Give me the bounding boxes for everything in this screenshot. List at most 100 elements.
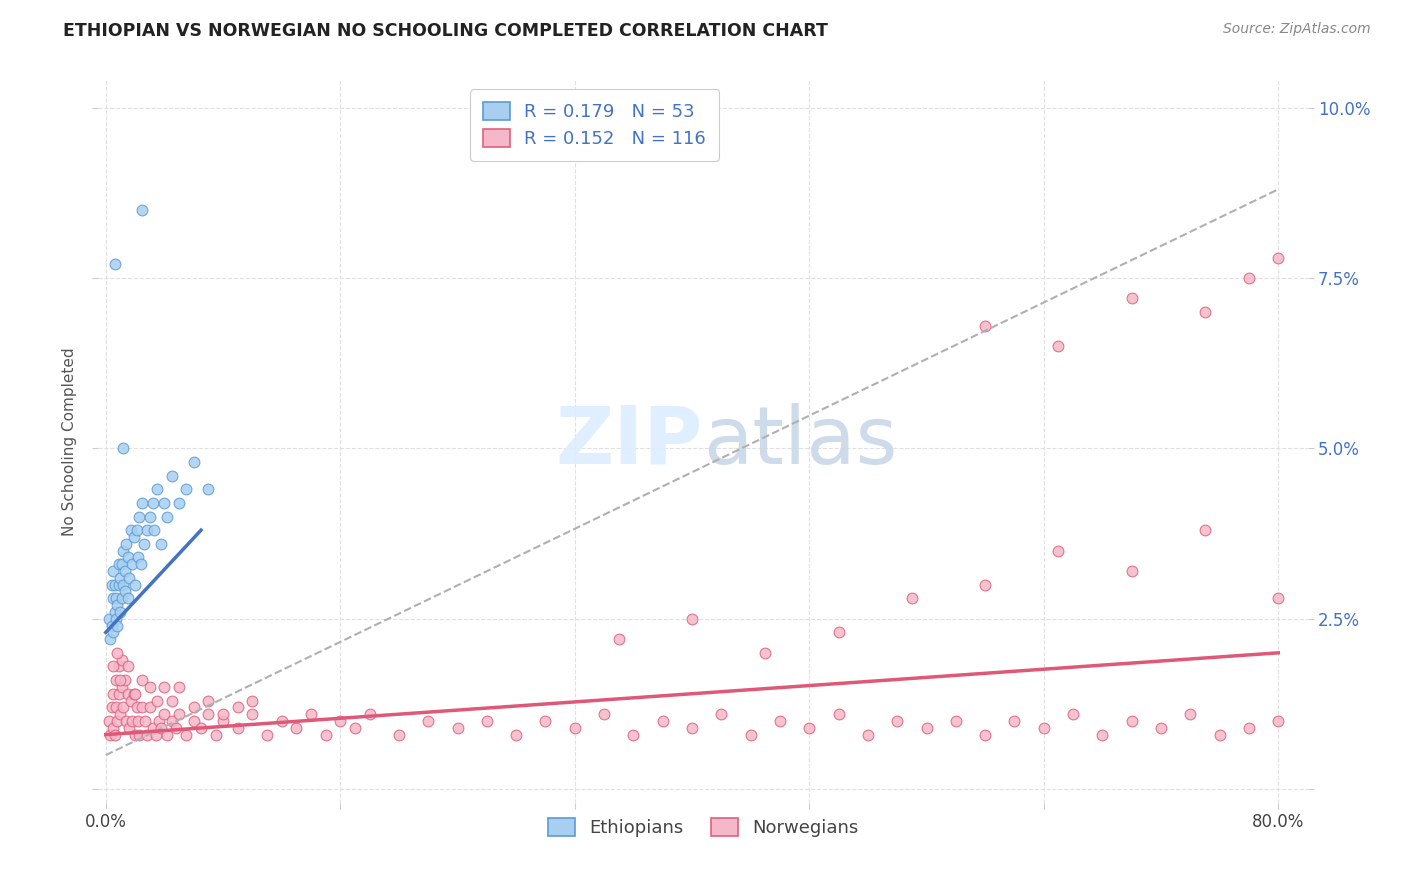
Point <box>125 700 148 714</box>
Point <box>131 202 153 217</box>
Point <box>1062 707 1084 722</box>
Point <box>98 632 121 647</box>
Point <box>1267 714 1289 728</box>
Point <box>754 646 776 660</box>
Point <box>117 687 139 701</box>
Point <box>100 700 122 714</box>
Point <box>240 707 263 722</box>
Point <box>111 558 134 572</box>
Text: ETHIOPIAN VS NORWEGIAN NO SCHOOLING COMPLETED CORRELATION CHART: ETHIOPIAN VS NORWEGIAN NO SCHOOLING COMP… <box>63 22 828 40</box>
Point <box>108 558 131 572</box>
Point <box>1267 251 1289 265</box>
Point <box>564 721 586 735</box>
Point <box>1121 564 1143 578</box>
Point <box>1047 339 1070 353</box>
Point <box>115 537 138 551</box>
Point <box>103 728 125 742</box>
Point <box>138 680 160 694</box>
Point <box>103 257 125 271</box>
Point <box>190 721 212 735</box>
Point <box>167 680 190 694</box>
Point <box>105 700 128 714</box>
Point <box>132 537 155 551</box>
Point <box>108 687 131 701</box>
Point <box>127 714 149 728</box>
Point <box>124 577 146 591</box>
Point <box>138 509 160 524</box>
Point <box>153 707 176 722</box>
Point <box>176 728 198 742</box>
Point <box>114 564 136 578</box>
Point <box>111 591 134 606</box>
Point <box>886 714 908 728</box>
Point <box>156 728 179 742</box>
Point <box>101 591 124 606</box>
Point <box>112 577 135 591</box>
Point <box>681 721 703 735</box>
Point <box>1180 707 1202 722</box>
Point <box>915 721 938 735</box>
Point <box>110 605 132 619</box>
Point <box>799 721 821 735</box>
Point <box>118 721 141 735</box>
Point <box>150 537 173 551</box>
Point <box>1121 292 1143 306</box>
Point <box>315 728 337 742</box>
Point <box>1237 271 1260 285</box>
Point <box>129 558 152 572</box>
Point <box>1091 728 1114 742</box>
Point <box>128 728 150 742</box>
Point <box>101 721 124 735</box>
Point <box>107 618 129 632</box>
Point <box>100 577 122 591</box>
Point <box>120 523 142 537</box>
Point <box>256 728 278 742</box>
Point <box>856 728 879 742</box>
Point <box>118 571 141 585</box>
Point <box>1208 728 1230 742</box>
Point <box>1150 721 1173 735</box>
Point <box>240 693 263 707</box>
Text: Source: ZipAtlas.com: Source: ZipAtlas.com <box>1223 22 1371 37</box>
Point <box>165 721 187 735</box>
Point <box>974 318 997 333</box>
Point <box>299 707 322 722</box>
Point <box>131 673 153 687</box>
Point <box>146 482 169 496</box>
Point <box>135 728 157 742</box>
Legend: Ethiopians, Norwegians: Ethiopians, Norwegians <box>540 811 866 845</box>
Point <box>105 673 128 687</box>
Point <box>143 523 166 537</box>
Point <box>153 496 176 510</box>
Point <box>1237 721 1260 735</box>
Point <box>446 721 468 735</box>
Point <box>110 571 132 585</box>
Point <box>974 577 997 591</box>
Point <box>101 687 124 701</box>
Point <box>105 612 128 626</box>
Point <box>114 673 136 687</box>
Point <box>388 728 411 742</box>
Point <box>124 728 146 742</box>
Point <box>651 714 673 728</box>
Point <box>183 700 205 714</box>
Point <box>197 482 219 496</box>
Point <box>1194 523 1216 537</box>
Point <box>142 721 165 735</box>
Point <box>112 442 135 456</box>
Point <box>101 659 124 673</box>
Point <box>167 496 190 510</box>
Point <box>138 700 160 714</box>
Point <box>125 523 148 537</box>
Point <box>343 721 366 735</box>
Point <box>534 714 557 728</box>
Point <box>97 714 120 728</box>
Point <box>827 625 849 640</box>
Point <box>148 714 170 728</box>
Text: atlas: atlas <box>703 402 897 481</box>
Point <box>769 714 792 728</box>
Point <box>110 707 132 722</box>
Point <box>97 612 120 626</box>
Point <box>100 618 122 632</box>
Point <box>505 728 527 742</box>
